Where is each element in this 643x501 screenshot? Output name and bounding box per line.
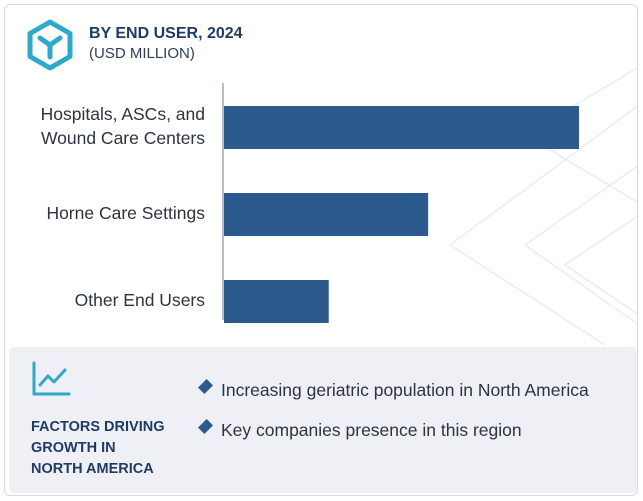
factors-panel: FACTORS DRIVING GROWTH IN NORTH AMERICA … bbox=[9, 347, 637, 493]
factors-title-line: GROWTH IN bbox=[31, 440, 116, 456]
category-label: Horne Care Settings bbox=[46, 203, 205, 223]
factors-title-line: FACTORS DRIVING bbox=[31, 419, 165, 435]
category-label: Hospitals, ASCs, and bbox=[41, 104, 205, 124]
factor-list: Increasing geriatric population in North… bbox=[198, 377, 619, 457]
bar-chart: Hospitals, ASCs, and Wound Care Centers Ho… bbox=[41, 83, 579, 323]
factor-text: Key companies presence in this region bbox=[221, 420, 522, 440]
bar bbox=[224, 193, 429, 236]
trend-line-icon bbox=[32, 361, 71, 396]
chart-title: BY END USER, 2024 bbox=[89, 25, 243, 42]
factor-text: Increasing geriatric population in North… bbox=[221, 380, 589, 400]
factors-title-line: NORTH AMERICA bbox=[31, 461, 154, 477]
factors-title: FACTORS DRIVING GROWTH IN NORTH AMERICA bbox=[31, 417, 191, 480]
hexagon-y-logo-icon bbox=[27, 19, 73, 71]
infographic-card: BY END USER, 2024 (USD MILLION) Hospital… bbox=[4, 4, 638, 496]
diamond-bullet-icon bbox=[198, 419, 213, 434]
diamond-bullet-icon bbox=[198, 379, 213, 394]
factor-item: Key companies presence in this region bbox=[198, 417, 619, 443]
bar bbox=[224, 280, 329, 323]
category-label: Other End Users bbox=[75, 290, 206, 310]
category-label: Wound Care Centers bbox=[41, 128, 205, 148]
factor-item: Increasing geriatric population in North… bbox=[198, 377, 619, 403]
bar bbox=[224, 106, 579, 149]
chart-subtitle: (USD MILLION) bbox=[89, 45, 195, 62]
